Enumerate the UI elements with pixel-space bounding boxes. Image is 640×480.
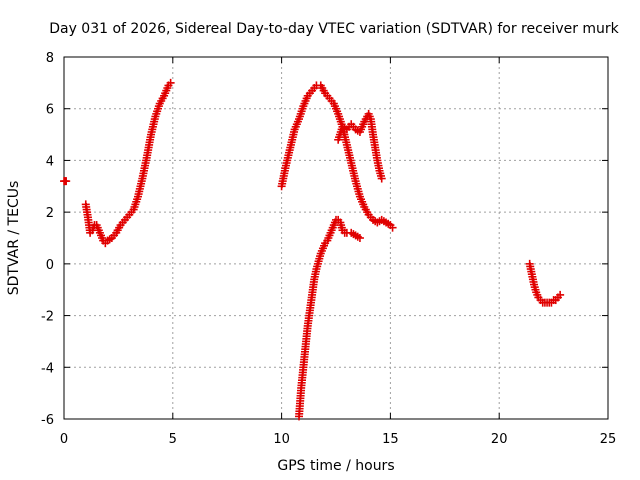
x-tick-label: 25 — [600, 432, 617, 447]
data-point — [355, 234, 364, 242]
y-tick-label: -2 — [41, 310, 54, 325]
x-tick-label: 15 — [382, 432, 399, 447]
y-axis-label: SDTVAR / TECUs — [6, 181, 22, 296]
y-tick-label: -6 — [41, 413, 54, 428]
series-segment-4 — [334, 109, 386, 183]
data-points — [60, 78, 565, 421]
x-axis-label: GPS time / hours — [277, 458, 394, 474]
grid-lines — [64, 57, 608, 419]
y-tick-label: 2 — [46, 206, 54, 221]
x-tick-labels: 0 5 10 15 20 25 — [60, 432, 616, 447]
data-point — [62, 177, 71, 186]
y-tick-label: 8 — [46, 51, 54, 66]
y-tick-labels: -6 -4 -2 0 2 4 6 8 — [41, 51, 54, 428]
y-tick-label: 6 — [46, 103, 54, 118]
data-point — [388, 223, 397, 232]
series-segment-3 — [277, 81, 397, 232]
data-point — [556, 290, 565, 299]
data-point — [166, 78, 175, 87]
plot-frame — [63, 56, 609, 420]
chart-title: Day 031 of 2026, Sidereal Day-to-day VTE… — [49, 21, 619, 37]
series-segment-1 — [60, 177, 71, 186]
x-tick-label: 10 — [273, 432, 290, 447]
x-tick-label: 0 — [60, 432, 68, 447]
series-segment-2 — [81, 78, 175, 248]
series-segment-5 — [295, 215, 364, 421]
x-tick-label: 5 — [169, 432, 177, 447]
y-tick-label: 0 — [46, 258, 54, 273]
x-tick-label: 20 — [491, 432, 508, 447]
y-tick-label: -4 — [41, 361, 54, 376]
data-point — [377, 174, 386, 183]
axis-ticks — [63, 56, 609, 420]
y-tick-label: 4 — [46, 154, 54, 169]
series-segment-6 — [525, 259, 565, 307]
